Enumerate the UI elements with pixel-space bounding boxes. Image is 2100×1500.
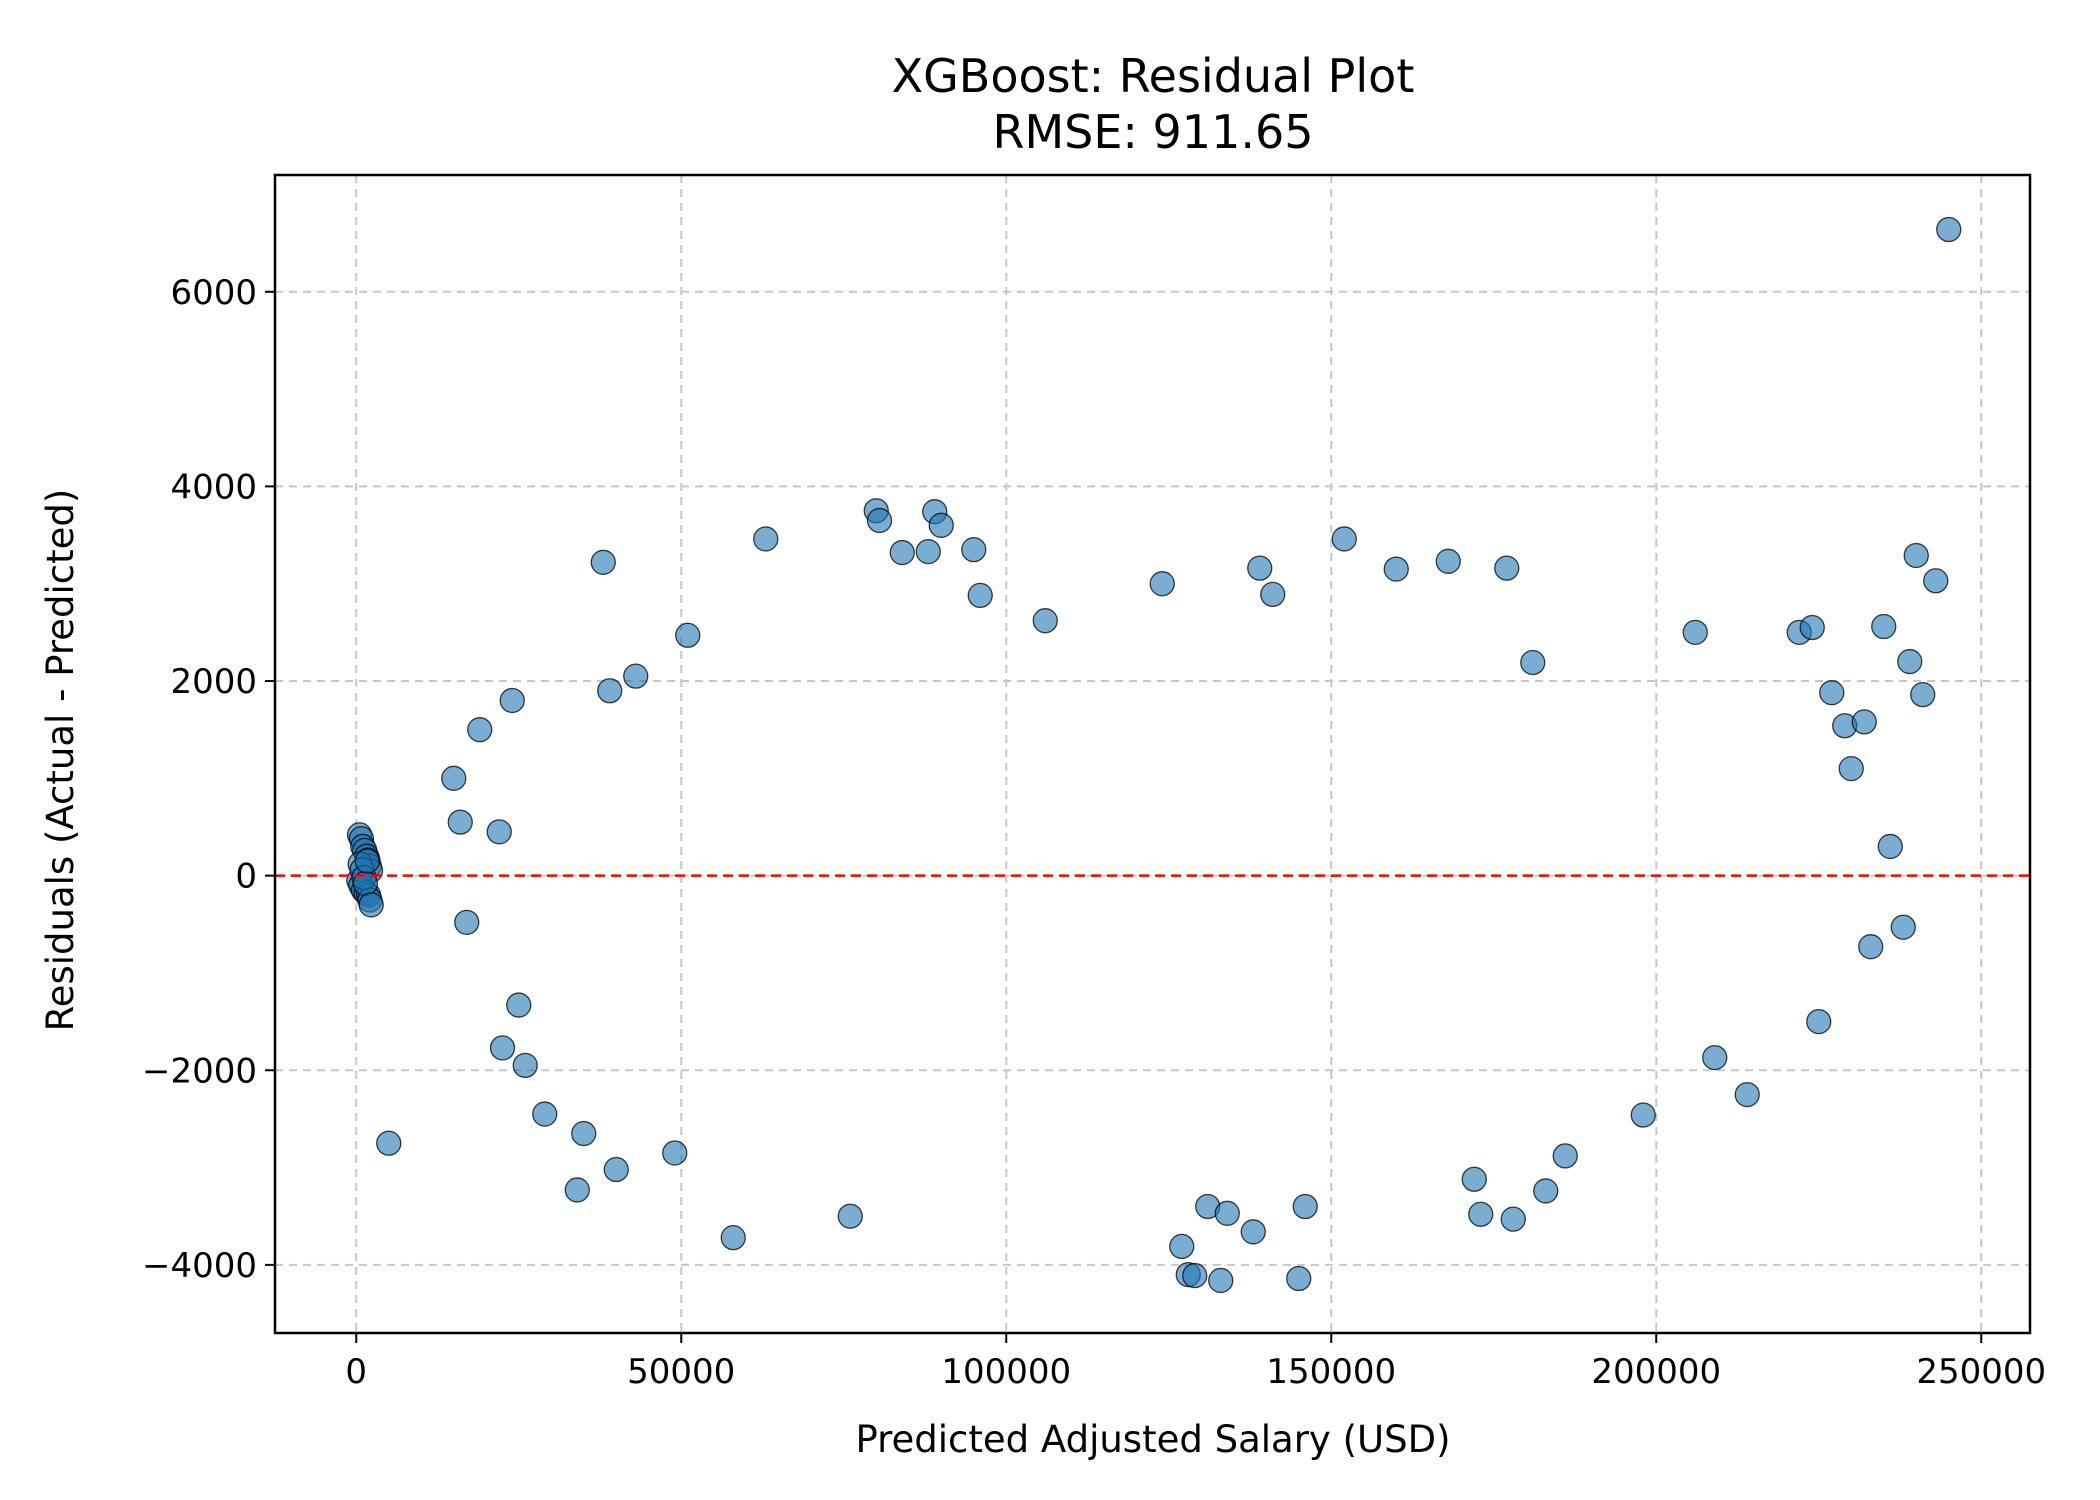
data-point [662, 1140, 688, 1166]
data-point [720, 1224, 746, 1251]
data-point [506, 992, 532, 1018]
data-point [1520, 649, 1546, 676]
chart-subtitle: RMSE: 911.65 [993, 105, 1314, 159]
data-point [358, 892, 384, 918]
data-point [1923, 568, 1949, 594]
data-point [489, 1035, 516, 1061]
y-axis-ticks: −4000 −2000 0 2000 4000 6000 [142, 273, 275, 1286]
y-tick-label: −2000 [142, 1051, 257, 1091]
data-point [376, 1130, 402, 1156]
data-point [1877, 833, 1903, 860]
data-point [1331, 526, 1357, 552]
x-axis-label: Predicted Adjusted Salary (USD) [855, 1418, 1450, 1461]
data-point [1182, 1262, 1208, 1289]
data-point [1819, 680, 1845, 706]
data-point [1806, 1008, 1832, 1035]
data-point [753, 526, 779, 552]
data-point [1890, 914, 1916, 940]
data-point [675, 622, 701, 648]
data-point [486, 819, 512, 845]
data-point [1838, 755, 1864, 782]
data-point [1494, 555, 1520, 581]
data-point [1871, 613, 1897, 640]
data-point [1169, 1233, 1195, 1260]
data-point [1461, 1166, 1487, 1192]
data-point [1734, 1081, 1760, 1108]
data-point [866, 507, 893, 534]
x-axis-ticks: 0 50000 100000 150000 200000 250000 [345, 1333, 2046, 1392]
data-point [1903, 542, 1929, 569]
data-point [354, 848, 380, 874]
data-point [1630, 1102, 1656, 1128]
x-tick-label: 100000 [941, 1352, 1071, 1392]
data-point [1468, 1201, 1494, 1227]
data-point [467, 717, 493, 743]
data-point [454, 909, 480, 935]
data-point [1208, 1267, 1234, 1294]
x-tick-label: 50000 [627, 1352, 735, 1392]
data-point [1149, 571, 1175, 597]
x-tick-label: 200000 [1591, 1352, 1721, 1392]
data-point [1851, 709, 1877, 735]
data-point [1247, 555, 1273, 581]
scatter-points [346, 216, 1962, 1294]
plot-frame [273, 173, 2032, 1335]
y-tick-label: 4000 [170, 467, 257, 507]
data-point [499, 687, 525, 714]
data-point [1383, 556, 1409, 582]
data-point [915, 538, 941, 565]
data-point [590, 549, 616, 575]
x-tick-label: 150000 [1266, 1352, 1396, 1392]
data-point [1286, 1265, 1312, 1292]
y-tick-label: −4000 [142, 1246, 257, 1286]
grid-lines [275, 175, 2030, 1333]
data-point [603, 1156, 629, 1183]
y-axis-label: Residuals (Actual - Predicted) [39, 489, 82, 1032]
data-point [1910, 681, 1936, 708]
data-point [597, 678, 623, 704]
data-point [1936, 216, 1962, 243]
data-point [928, 512, 954, 538]
data-point [1214, 1200, 1240, 1226]
data-point [1240, 1219, 1266, 1245]
data-point [441, 765, 467, 791]
data-point [1682, 619, 1708, 646]
data-point [1032, 608, 1058, 634]
data-point [1858, 934, 1884, 960]
x-tick-label: 250000 [1916, 1352, 2046, 1392]
chart-title: XGBoost: Residual Plot [892, 49, 1415, 103]
data-point [532, 1101, 558, 1127]
y-tick-label: 6000 [170, 273, 257, 313]
data-point [1500, 1206, 1526, 1232]
y-tick-label: 0 [235, 857, 257, 897]
data-point [571, 1120, 597, 1147]
y-tick-label: 2000 [170, 662, 257, 702]
data-point [1260, 581, 1286, 608]
data-point [1897, 648, 1923, 675]
data-point [564, 1177, 590, 1203]
data-point [512, 1052, 538, 1079]
x-tick-label: 0 [345, 1352, 367, 1392]
data-point [961, 536, 987, 563]
data-point [1702, 1044, 1728, 1071]
data-point [967, 582, 993, 609]
data-point [1799, 614, 1825, 641]
data-point [1533, 1178, 1559, 1204]
data-point [623, 663, 649, 689]
data-point [889, 539, 915, 566]
data-point [447, 809, 473, 835]
data-point [1552, 1143, 1578, 1169]
data-point [1435, 548, 1461, 574]
data-point [1292, 1193, 1318, 1220]
data-point [837, 1203, 863, 1229]
